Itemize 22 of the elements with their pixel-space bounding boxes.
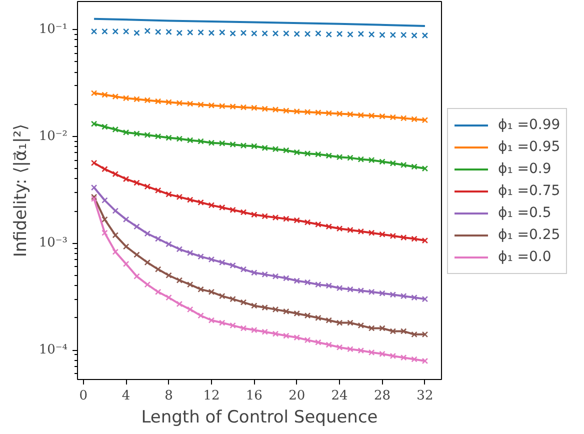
legend-label: ϕ₁ =0.99 [498,116,560,132]
x-axis-title: Length of Control Sequence [141,408,378,428]
x-tick-label: 4 [122,388,130,404]
legend-label: ϕ₁ =0.25 [498,226,560,242]
legend-label: ϕ₁ =0.0 [498,248,552,264]
y-axis-title: Infidelity: ⟨|α⃗₁|²⟩ [10,124,31,258]
legend-label: ϕ₁ =0.9 [498,160,552,176]
y-tick-label: 10⁻⁴ [38,342,68,358]
x-tick-label: 12 [203,388,220,404]
legend-label: ϕ₁ =0.75 [498,182,560,198]
x-tick-label: 20 [288,388,306,404]
x-tick-label: 8 [164,388,173,404]
legend-label: ϕ₁ =0.95 [498,138,560,154]
legend-label: ϕ₁ =0.5 [498,204,552,220]
y-tick-label: 10⁻³ [38,236,68,251]
x-tick-label: 24 [331,388,348,404]
x-tick-label: 16 [246,388,262,404]
y-tick-label: 10⁻² [38,128,68,144]
x-tick-label: 0 [79,388,88,404]
x-tick-label: 28 [374,388,391,404]
y-tick-label: 10⁻¹ [38,22,68,38]
x-tick-label: 32 [416,388,434,404]
